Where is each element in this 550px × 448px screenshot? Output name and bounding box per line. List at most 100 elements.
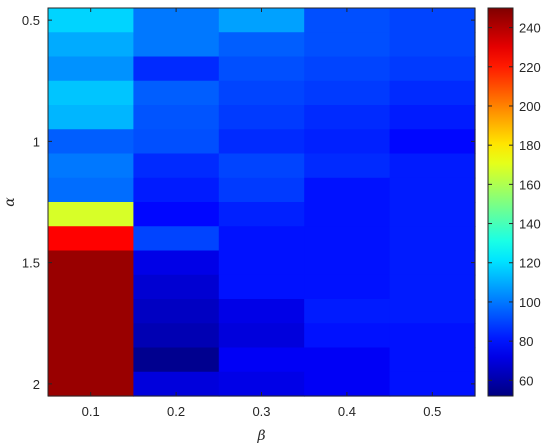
heatmap-cell (48, 105, 134, 130)
heatmap-cell (218, 323, 305, 349)
heatmap-cell (133, 202, 220, 227)
colorbar-tick-label: 180 (519, 138, 541, 153)
heatmap-cell (48, 250, 134, 276)
heatmap-cell (389, 129, 476, 155)
heatmap-cell (304, 80, 391, 106)
heatmap-cell (389, 347, 476, 373)
y-tick-label: 0.5 (22, 13, 40, 28)
colorbar-tick-label: 200 (519, 99, 541, 114)
heatmap-cell (133, 129, 220, 155)
heatmap-cell (218, 347, 305, 373)
y-axis-ticks: 0.5 1 1.5 2 (22, 13, 475, 392)
heatmap-cell (48, 202, 134, 227)
heatmap-cell (218, 153, 305, 179)
heatmap-cell (48, 56, 134, 82)
x-tick-label: 0.3 (252, 404, 270, 419)
heatmap-cell (133, 347, 220, 373)
heatmap-cell (304, 250, 391, 276)
heatmap-cell (304, 153, 391, 179)
heatmap-cell (133, 153, 220, 179)
x-tick-label: 0.5 (423, 404, 441, 419)
heatmap-cell (304, 129, 391, 155)
x-tick-label: 0.4 (338, 404, 356, 419)
heatmap-cell (389, 32, 476, 58)
heatmap-cell (133, 56, 220, 82)
heatmap-cell (218, 129, 305, 155)
heatmap-cell (304, 32, 391, 58)
y-tick-label: 1 (33, 134, 40, 149)
heatmap-cell (133, 250, 220, 276)
heatmap-cell (389, 105, 476, 130)
heatmap-cell (218, 177, 305, 203)
heatmap-cell (218, 299, 305, 324)
heatmap-cell (48, 153, 134, 179)
heatmap-cell (133, 274, 220, 300)
heatmap-cell (218, 105, 305, 130)
heatmap-cell (133, 177, 220, 203)
heatmap-cell (48, 177, 134, 203)
heatmap-cell (48, 226, 134, 252)
heatmap-cell (389, 226, 476, 252)
y-tick-label: 1.5 (22, 256, 40, 271)
heatmap-cell (304, 177, 391, 203)
heatmap-cell (218, 8, 305, 33)
heatmap-cell (133, 299, 220, 324)
heatmap-cell (218, 56, 305, 82)
heatmap-cell (48, 32, 134, 58)
colorbar-tick-label: 160 (519, 177, 541, 192)
heatmap-cell (133, 105, 220, 130)
colorbar-tick-label: 140 (519, 217, 541, 232)
heatmap-cell (389, 177, 476, 203)
heatmap-cell (304, 347, 391, 373)
colorbar-tick-label: 100 (519, 295, 541, 310)
x-axis-label: β (256, 428, 265, 444)
heatmap-cell (389, 274, 476, 300)
heatmap-cell (304, 105, 391, 130)
heatmap-cell (304, 226, 391, 252)
heatmap-cell (218, 80, 305, 106)
y-tick-label: 2 (33, 377, 40, 392)
heatmap-cell (218, 226, 305, 252)
heatmap-cell (304, 274, 391, 300)
heatmap-cell (218, 202, 305, 227)
heatmap-cell (389, 56, 476, 82)
x-tick-label: 0.1 (82, 404, 100, 419)
heatmap-cell (48, 129, 134, 155)
heatmap-cell (218, 250, 305, 276)
heatmap-cell (218, 32, 305, 58)
colorbar-ticks: 60 80 100 120 140 160 180 200 220 240 (488, 21, 541, 388)
heatmap-cell (389, 153, 476, 179)
colorbar-tick-label: 120 (519, 256, 541, 271)
heatmap-cell (389, 8, 476, 33)
heatmap-cell (133, 80, 220, 106)
heatmap-cell (133, 8, 220, 33)
heatmap-cell (304, 323, 391, 349)
colorbar-tick-label: 240 (519, 21, 541, 36)
heatmap-cell (48, 347, 134, 373)
heatmap-cell (48, 80, 134, 106)
heatmap-cell (389, 299, 476, 324)
heatmap-cell (48, 274, 134, 300)
heatmap-cells (48, 8, 476, 397)
heatmap-cell (389, 202, 476, 227)
colorbar (487, 7, 514, 397)
heatmap-cell (48, 8, 134, 33)
heatmap-cell (48, 323, 134, 349)
heatmap-cell (304, 56, 391, 82)
heatmap-cell (133, 323, 220, 349)
colorbar-tick-label: 220 (519, 60, 541, 75)
x-tick-label: 0.2 (167, 404, 185, 419)
heatmap-cell (389, 80, 476, 106)
heatmap-cell (133, 226, 220, 252)
colorbar-tick-label: 80 (519, 334, 533, 349)
heatmap-cell (389, 250, 476, 276)
y-axis-label: α (2, 197, 18, 207)
heatmap-cell (48, 299, 134, 324)
heatmap-cell (304, 202, 391, 227)
heatmap-cell (304, 299, 391, 324)
heatmap-cell (218, 274, 305, 300)
heatmap-cell (133, 32, 220, 58)
colorbar-tick-label: 60 (519, 373, 533, 388)
plot-frame (47, 7, 476, 397)
